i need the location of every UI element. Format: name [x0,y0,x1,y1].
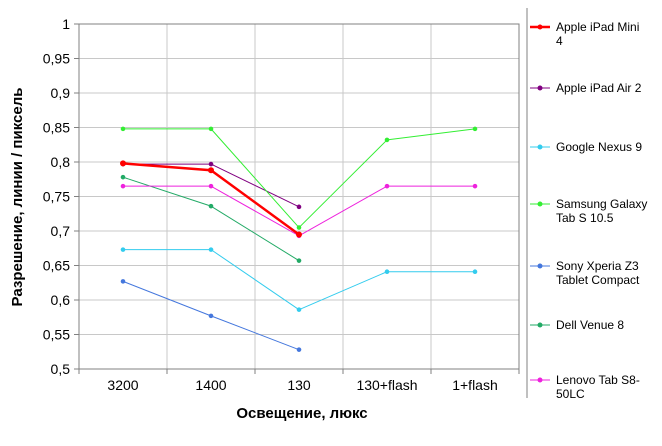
data-point [208,167,214,174]
data-point [208,203,214,209]
data-point [296,258,302,263]
legend-entry: Samsung Galaxy Tab S 10.5 [530,197,647,225]
data-point [120,279,126,284]
x-tick-label: 130+flash [356,377,417,393]
legend-label: Apple iPad Mini 4 [556,20,639,48]
y-tick-label: 0,9 [51,85,71,101]
data-point [296,231,302,238]
legend-marker [537,322,543,328]
axes: 0,5 0,55 0,6 0,65 0,7 0,75 0,8 0,85 0,9 0,95 1 3200… [43,16,520,393]
legend-label: Dell Venue 8 [556,318,624,332]
data-point [120,247,126,252]
x-tick-label: 1+flash [452,377,498,393]
legend-marker [537,24,543,30]
legend-label-line: 4 [556,34,563,48]
y-tick-label: 0,5 [51,361,71,377]
legend-label: Google Nexus 9 [556,140,642,154]
legend-label: Lenovo Tab S8-50LC [556,373,640,401]
legend-entry: Apple iPad Mini 4 [530,20,639,48]
series-3 [120,126,478,230]
x-tick-label: 3200 [107,377,138,393]
legend-label-line: Tab S 10.5 [556,211,614,225]
legend-marker [537,263,543,269]
data-point [208,313,214,319]
legend-label: Sony Xperia Z3 Tablet Compact [556,259,640,287]
y-tick-label: 0,85 [43,120,70,136]
legend-label-line: Apple iPad Air 2 [556,81,642,95]
legend-label: Apple iPad Air 2 [556,81,642,95]
legend-label-line: 50LC [556,387,585,401]
legend-marker [537,85,543,91]
data-point [384,183,390,189]
data-point [208,126,214,132]
series-2 [120,247,478,312]
y-tick-label: 0,95 [43,51,70,67]
legend: Apple iPad Mini 4 Apple iPad Air 2 Google N… [526,8,647,401]
x-tick-label: 130 [287,377,311,393]
data-point [208,183,214,189]
y-tick-label: 0,55 [43,327,70,343]
legend-entry: Sony Xperia Z3 Tablet Compact [530,259,640,287]
series-line [122,162,300,236]
data-point [120,183,126,189]
data-point [208,247,214,252]
plot-area-border [78,23,520,370]
gridlines [78,23,520,370]
data-point [384,137,390,143]
legend-label-line: Google Nexus 9 [556,140,642,154]
legend-label-line: Apple iPad Mini [556,20,639,34]
data-point [296,307,302,312]
series-4 [120,279,302,352]
y-tick-label: 0,6 [51,292,71,308]
data-point [384,269,390,275]
legend-marker [537,144,543,150]
data-point [296,204,302,210]
data-point [296,347,302,352]
series-0 [120,160,302,238]
legend-entry: Lenovo Tab S8-50LC [530,373,640,401]
legend-marker [537,201,543,207]
data-point [208,161,214,167]
legend-entry: Apple iPad Air 2 [530,81,642,95]
y-tick-label: 0,75 [43,189,70,205]
y-tick-label: 0,7 [51,223,71,239]
legend-marker [537,377,543,383]
legend-label-line: Sony Xperia Z3 [556,259,639,273]
data-point [120,126,126,132]
legend-label-line: Tablet Compact [556,273,640,287]
legend-entry: Dell Venue 8 [530,318,624,332]
series-line [123,128,476,229]
series [120,126,478,352]
x-tick-label: 1400 [195,377,226,393]
data-point [296,225,302,230]
data-point [120,160,126,167]
legend-label-line: Lenovo Tab S8- [556,373,640,387]
x-axis-label: Освещение, люкс [236,405,367,422]
y-axis-label: Разрешение, линии / пиксель [9,88,26,307]
legend-label-line: Samsung Galaxy [556,197,647,211]
series-5 [120,174,302,263]
data-point [472,183,478,189]
data-point [120,174,126,180]
series-6 [120,183,478,239]
data-point [472,126,478,132]
y-tick-label: 0,65 [43,258,70,274]
data-point [472,269,478,275]
y-tick-label: 0,8 [51,154,71,170]
legend-label: Samsung Galaxy Tab S 10.5 [556,197,647,225]
legend-entry: Google Nexus 9 [530,140,642,154]
y-tick-label: 1 [62,16,70,32]
legend-label-line: Dell Venue 8 [556,318,624,332]
